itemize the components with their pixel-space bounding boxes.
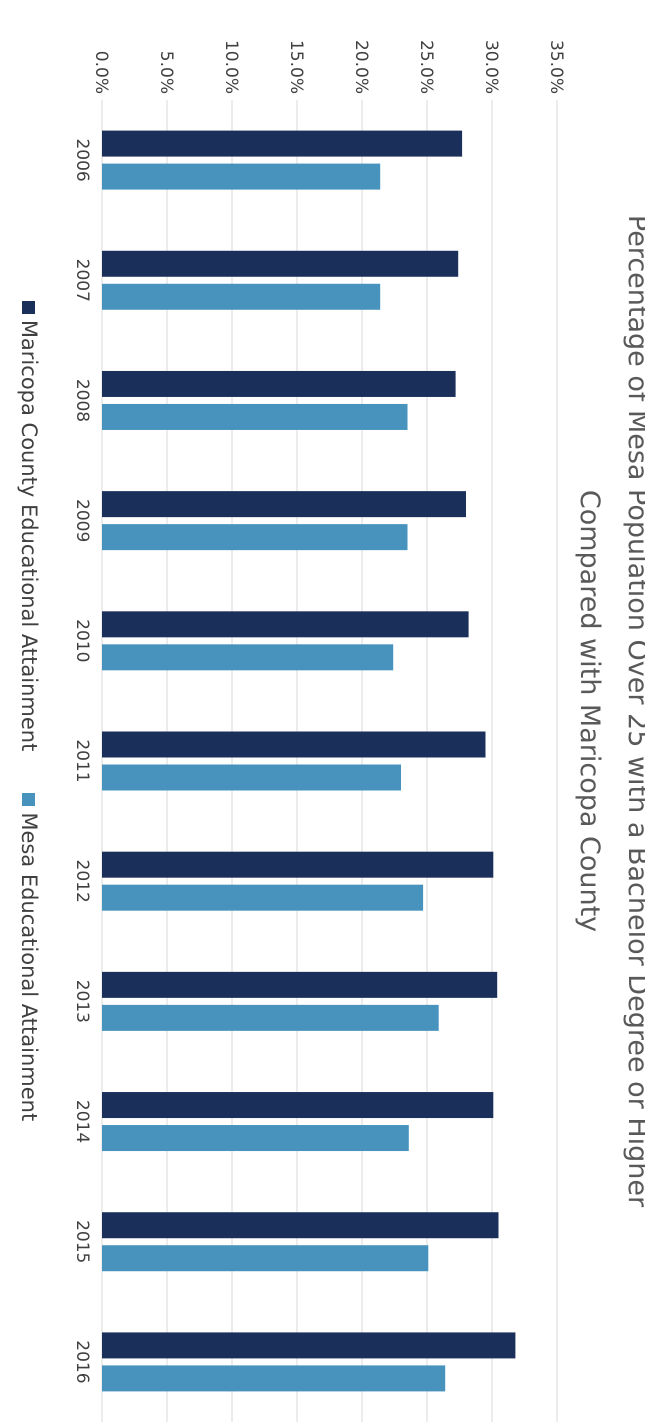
bar-mesa [102,764,401,791]
bar-maricopa [102,1332,516,1359]
y-tick-label: 0.0% [91,51,111,94]
y-tick-label: 25.0% [416,40,436,94]
x-category-label: 2016 [72,1340,92,1383]
y-tick-label: 35.0% [546,40,566,94]
bar-mesa [102,283,381,310]
bar-mesa [101,644,394,671]
bar-mesa [102,524,408,551]
y-tick-label: 10.0% [221,40,241,94]
chart-legend: Maricopa County Educational Attainment M… [17,0,41,1422]
bar-mesa [102,1245,429,1272]
x-category-label: 2008 [72,379,92,422]
bar-mesa [102,403,408,430]
x-category-label: 2011 [72,739,92,782]
x-category-label: 2010 [72,619,92,662]
bar-maricopa [102,1092,494,1119]
x-category-label: 2014 [72,1100,92,1143]
bar-mesa [102,163,381,190]
bar-maricopa [102,130,463,157]
bar-maricopa [101,971,498,998]
bar-maricopa [102,851,494,878]
bar-maricopa [101,250,459,277]
bar-mesa [102,884,424,911]
legend-item-mesa: Mesa Educational Attainment [17,793,41,1121]
bar-mesa [101,1365,446,1392]
y-tick-label: 30.0% [481,40,501,94]
bar-maricopa [102,731,486,758]
y-tick-label: 5.0% [156,51,176,94]
legend-label-maricopa: Maricopa County Educational Attainment [17,319,41,752]
legend-item-maricopa: Maricopa County Educational Attainment [17,300,41,752]
x-category-label: 2009 [72,499,92,542]
bar-maricopa [102,611,469,638]
x-category-label: 2013 [72,980,92,1023]
bar-maricopa [102,370,456,397]
bar-maricopa [102,491,466,518]
bar-mesa [101,1004,439,1031]
x-category-label: 2015 [72,1220,92,1263]
bar-mesa [102,1125,409,1152]
bar-maricopa [102,1212,499,1239]
y-tick-label: 15.0% [286,40,306,94]
x-category-label: 2012 [72,860,92,903]
legend-swatch-maricopa [22,300,36,314]
legend-label-mesa: Mesa Educational Attainment [17,812,41,1122]
x-category-label: 2007 [72,259,92,302]
legend-swatch-mesa [22,793,36,807]
x-category-label: 2006 [72,138,92,181]
y-tick-label: 20.0% [351,40,371,94]
